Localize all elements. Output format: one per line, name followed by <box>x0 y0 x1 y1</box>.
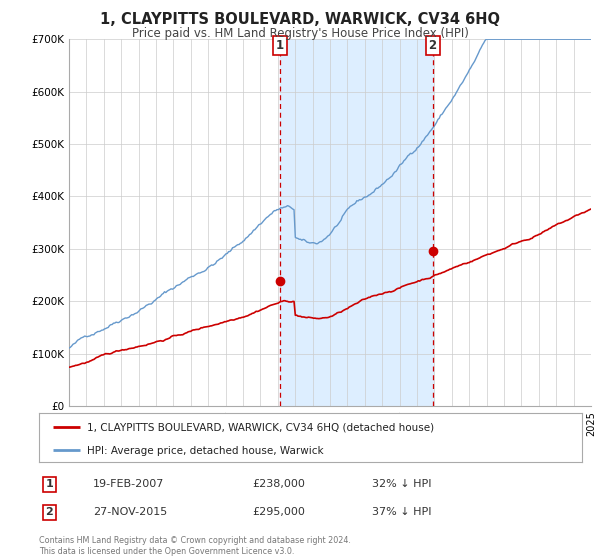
Text: £238,000: £238,000 <box>252 479 305 489</box>
Text: £295,000: £295,000 <box>252 507 305 517</box>
Text: Price paid vs. HM Land Registry's House Price Index (HPI): Price paid vs. HM Land Registry's House … <box>131 27 469 40</box>
Text: 2: 2 <box>46 507 53 517</box>
Text: 37% ↓ HPI: 37% ↓ HPI <box>372 507 431 517</box>
Text: 27-NOV-2015: 27-NOV-2015 <box>93 507 167 517</box>
Text: Contains HM Land Registry data © Crown copyright and database right 2024.
This d: Contains HM Land Registry data © Crown c… <box>39 536 351 556</box>
Text: 1: 1 <box>46 479 53 489</box>
Text: HPI: Average price, detached house, Warwick: HPI: Average price, detached house, Warw… <box>87 446 323 456</box>
Text: 19-FEB-2007: 19-FEB-2007 <box>93 479 164 489</box>
Text: 2: 2 <box>428 39 437 52</box>
Text: 1, CLAYPITTS BOULEVARD, WARWICK, CV34 6HQ: 1, CLAYPITTS BOULEVARD, WARWICK, CV34 6H… <box>100 12 500 27</box>
Bar <box>280 39 433 406</box>
Text: 32% ↓ HPI: 32% ↓ HPI <box>372 479 431 489</box>
Text: 1, CLAYPITTS BOULEVARD, WARWICK, CV34 6HQ (detached house): 1, CLAYPITTS BOULEVARD, WARWICK, CV34 6H… <box>87 422 434 432</box>
Text: 1: 1 <box>276 39 284 52</box>
